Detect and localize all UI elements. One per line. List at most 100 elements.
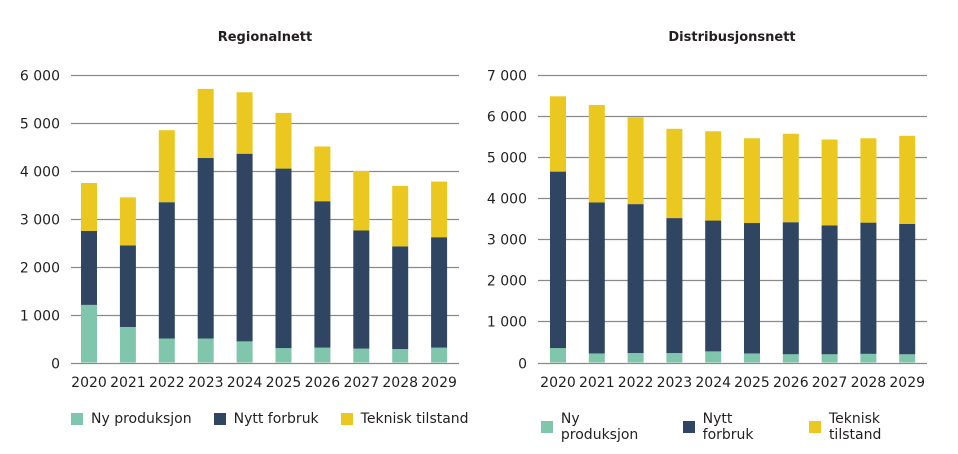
bar-segment-teknisk-tilstand — [588, 104, 605, 203]
legend-item-nytt-forbruk: Nytt forbruk — [682, 411, 787, 443]
bar-segment-teknisk-tilstand — [275, 112, 292, 169]
x-tick-label: 2023 — [188, 375, 224, 391]
bar-segment-nytt-forbruk — [158, 202, 175, 339]
x-tick-label: 2026 — [773, 375, 809, 391]
bar-segment-teknisk-tilstand — [158, 130, 175, 203]
y-tick-label: 4 000 — [487, 192, 527, 208]
bar-segment-nytt-forbruk — [236, 153, 253, 342]
legend-swatch-ny-produksjon — [541, 421, 553, 433]
legend-item-teknisk-tilstand: Teknisk tilstand — [809, 411, 936, 443]
bar-segment-teknisk-tilstand — [197, 88, 214, 159]
y-tick-label: 2 000 — [487, 274, 527, 290]
bar-segment-nytt-forbruk — [860, 222, 877, 354]
bar-segment-teknisk-tilstand — [236, 92, 253, 154]
legend-label: Ny produksjon — [560, 411, 639, 443]
bar-segment-ny-produksjon — [550, 348, 566, 363]
legend-swatch-teknisk-tilstand — [809, 421, 821, 433]
bar-segment-nytt-forbruk — [431, 237, 448, 348]
y-tick-label: 1 000 — [20, 309, 60, 325]
bar-segment-teknisk-tilstand — [392, 185, 409, 247]
bar-segment-teknisk-tilstand — [899, 135, 916, 224]
x-tick-label: 2024 — [227, 375, 263, 391]
x-tick-label: 2022 — [149, 375, 185, 391]
legend-regionalnett: Ny produksjon Nytt forbruk Teknisk tilst… — [71, 411, 491, 427]
bar-segment-nytt-forbruk — [119, 245, 136, 327]
x-tick-label: 2025 — [734, 375, 770, 391]
x-tick-label: 2021 — [579, 375, 615, 391]
legend-item-ny-produksjon: Ny produksjon — [541, 411, 661, 443]
bar-segment-ny-produksjon — [588, 353, 605, 363]
y-tick-label: 5 000 — [487, 151, 527, 167]
bar-segment-teknisk-tilstand — [744, 138, 760, 224]
bar-segment-nytt-forbruk — [821, 225, 838, 355]
bar-segment-teknisk-tilstand — [314, 146, 331, 202]
bar-segment-teknisk-tilstand — [821, 139, 838, 226]
bar-segment-nytt-forbruk — [392, 246, 409, 350]
bar-segment-ny-produksjon — [158, 338, 175, 363]
x-tick-label: 2026 — [305, 375, 341, 391]
bar-segment-teknisk-tilstand — [666, 128, 683, 219]
x-tick-label: 2021 — [110, 375, 146, 391]
bar-segment-ny-produksjon — [705, 351, 722, 363]
bar-segment-ny-produksjon — [666, 353, 683, 363]
x-tick-label: 2027 — [343, 375, 379, 391]
bar-segment-ny-produksjon — [275, 348, 292, 363]
bar-segment-ny-produksjon — [119, 326, 136, 363]
y-tick-label: 3 000 — [20, 213, 60, 229]
y-tick-label: 6 000 — [20, 69, 60, 85]
bar-segment-teknisk-tilstand — [860, 138, 877, 223]
bar-segment-nytt-forbruk — [705, 220, 722, 352]
bar-segment-ny-produksjon — [627, 353, 644, 363]
bar-segment-nytt-forbruk — [744, 223, 760, 354]
legend-item-ny-produksjon: Ny produksjon — [71, 411, 192, 427]
x-tick-label: 2022 — [618, 375, 654, 391]
legend-label: Nytt forbruk — [233, 411, 319, 427]
bar-segment-nytt-forbruk — [550, 171, 566, 349]
legend-label: Teknisk tilstand — [828, 411, 882, 443]
bar-segment-teknisk-tilstand — [627, 117, 644, 205]
legend-swatch-nytt-forbruk — [213, 413, 226, 425]
y-tick-label: 1 000 — [487, 315, 527, 331]
bar-segment-nytt-forbruk — [197, 158, 214, 339]
y-tick-label: 2 000 — [20, 261, 60, 277]
bar-segment-teknisk-tilstand — [782, 133, 799, 223]
bar-segment-nytt-forbruk — [627, 204, 644, 354]
x-tick-label: 2020 — [540, 375, 576, 391]
y-tick-label: 3 000 — [487, 233, 527, 249]
bar-segment-ny-produksjon — [782, 354, 799, 363]
bar-segment-nytt-forbruk — [588, 202, 605, 354]
x-tick-label: 2023 — [657, 375, 693, 391]
bar-segment-ny-produksjon — [899, 354, 916, 363]
bar-segment-teknisk-tilstand — [353, 170, 370, 231]
x-tick-label: 2028 — [851, 375, 887, 391]
x-tick-label: 2020 — [71, 375, 107, 391]
bar-segment-ny-produksjon — [81, 304, 97, 363]
x-tick-label: 2025 — [266, 375, 302, 391]
bar-segment-nytt-forbruk — [666, 218, 683, 354]
legend-item-nytt-forbruk: Nytt forbruk — [213, 411, 319, 427]
bar-segment-nytt-forbruk — [899, 223, 916, 355]
bar-segment-nytt-forbruk — [353, 230, 370, 349]
bar-segment-teknisk-tilstand — [550, 96, 566, 172]
bar-segment-ny-produksjon — [744, 353, 760, 363]
bar-segment-ny-produksjon — [821, 354, 838, 363]
y-tick-label: 6 000 — [487, 110, 527, 126]
bar-segment-nytt-forbruk — [782, 222, 799, 355]
x-tick-label: 2027 — [812, 375, 848, 391]
bar-segment-teknisk-tilstand — [705, 131, 722, 221]
y-tick-label: 4 000 — [20, 165, 60, 181]
bar-segment-ny-produksjon — [353, 348, 370, 363]
bar-segment-ny-produksjon — [197, 338, 214, 363]
legend-distribusjonsnett: Ny produksjon Nytt forbruk Teknisk tilst… — [541, 411, 958, 443]
legend-item-teknisk-tilstand: Teknisk tilstand — [340, 411, 469, 427]
y-tick-label: 5 000 — [20, 117, 60, 133]
legend-swatch-nytt-forbruk — [682, 421, 695, 433]
bar-segment-ny-produksjon — [236, 341, 253, 363]
bar-segment-ny-produksjon — [431, 347, 448, 363]
bar-segment-teknisk-tilstand — [81, 182, 97, 231]
legend-label: Ny produksjon — [91, 411, 192, 427]
legend-swatch-ny-produksjon — [71, 413, 83, 425]
legend-label: Nytt forbruk — [702, 411, 754, 443]
bar-segment-teknisk-tilstand — [431, 181, 448, 238]
